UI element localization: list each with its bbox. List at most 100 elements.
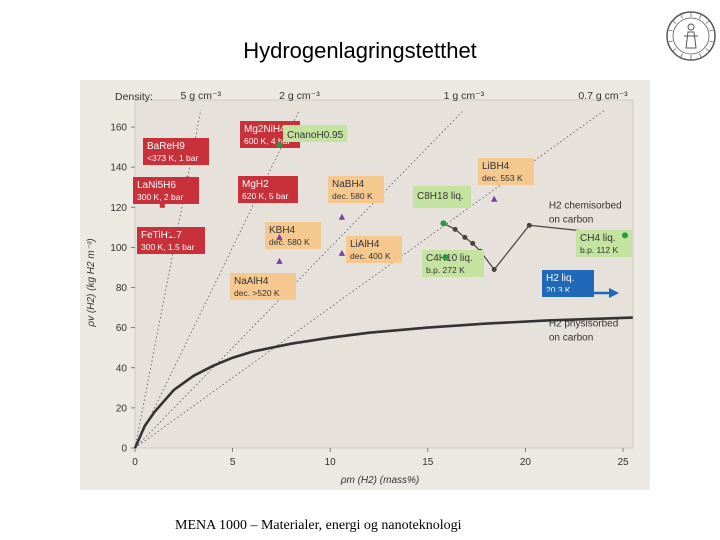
material-condition: 20.3 K [546, 285, 571, 295]
material-condition: b.p. 272 K [426, 265, 465, 275]
material-marker [338, 249, 346, 256]
material-name: FeTiH1.7 [141, 230, 182, 241]
material-name: LaNi5H6 [137, 180, 176, 191]
material-box [265, 222, 321, 249]
material-condition: 300 K, 2 bar [137, 192, 183, 202]
material-condition: 600 K, 4 bar [244, 136, 290, 146]
material-name: MgH2 [242, 179, 269, 190]
chemisorbed-point [462, 234, 468, 240]
material-condition: b.p. 112 K [580, 245, 618, 255]
x-tick-label: 5 [230, 457, 236, 468]
material-name: BaReH9 [147, 141, 185, 152]
y-tick-label: 60 [116, 323, 128, 334]
material-condition: dec. 400 K [350, 251, 391, 261]
slide-footer: MENA 1000 – Materialer, energi og nanote… [175, 518, 462, 533]
physisorbed-label: on carbon [549, 333, 593, 344]
material-name: CH4 liq. [580, 233, 616, 244]
h2-liquid-arrow-head [609, 288, 619, 298]
material-cnanoh: CnanoH0.95 [276, 125, 347, 149]
material-name: NaAlH4 [234, 276, 269, 287]
y-tick-label: 80 [116, 283, 128, 294]
density-line-label: 2 g cm⁻³ [279, 90, 320, 102]
x-tick-label: 10 [325, 457, 337, 468]
y-tick-label: 120 [110, 203, 127, 214]
material-marker [440, 220, 447, 227]
density-line-label: 0.7 g cm⁻³ [578, 90, 628, 102]
material-name: Mg2NiH4 [244, 124, 286, 135]
slide-title: Hydrogenlagringstetthet [243, 38, 477, 63]
material-marker [280, 176, 286, 182]
chemisorbed-point [526, 222, 532, 228]
y-tick-label: 40 [116, 363, 128, 374]
material-box [238, 176, 298, 203]
density-label: Density: [115, 91, 153, 103]
material-name: LiBH4 [482, 161, 510, 172]
chemisorbed-point [470, 240, 476, 246]
x-tick-label: 15 [422, 457, 434, 468]
y-tick-label: 160 [110, 123, 127, 134]
material-name: H2 liq. [546, 273, 574, 284]
material-box [478, 158, 534, 185]
density-line [134, 109, 202, 449]
material-box [413, 186, 471, 208]
physisorbed-label: H2 physisorbed [549, 319, 618, 330]
material-box [230, 273, 296, 300]
x-tick-label: 0 [132, 457, 138, 468]
density-line [134, 109, 300, 449]
material-box [328, 176, 384, 203]
density-line-label: 5 g cm⁻³ [180, 90, 221, 102]
material-name: C4H10 liq. [426, 253, 473, 264]
material-marker [442, 254, 449, 261]
chemisorbed-label: H2 chemisorbed [549, 200, 622, 211]
material-c4h10: C4H10 liq.b.p. 272 K [422, 250, 484, 277]
hydrogen-density-chart: 0 20 40 60 80 100 120 140 160 0 5 10 15 20 25 ρm (H2) (… [80, 80, 650, 490]
y-tick-label: 100 [110, 243, 127, 254]
material-box [346, 236, 402, 263]
material-marker [159, 202, 165, 208]
material-box [143, 138, 209, 165]
material-condition: 300 K, 1.5 bar [141, 242, 195, 252]
physisorbed-curve [133, 316, 633, 449]
material-condition: dec. >520 K [234, 288, 280, 298]
y-tick-label: 140 [110, 163, 127, 174]
material-ba-reh9: BaReH9<373 K, 1 bar [143, 138, 209, 182]
material-condition: 620 K, 5 bar [242, 191, 288, 201]
material-marker [276, 257, 283, 264]
material-name: LiAlH4 [350, 239, 380, 250]
density-line-label: 1 g cm⁻³ [444, 90, 485, 102]
material-marker [276, 233, 283, 240]
y-tick-label: 20 [116, 403, 128, 414]
material-marker [202, 138, 208, 144]
material-name: NaBH4 [332, 179, 365, 190]
y-tick-label: 0 [121, 444, 127, 455]
material-condition: dec. 553 K [482, 173, 523, 183]
material-marker [338, 213, 346, 220]
y-axis-label: ρv (H2) (kg H2 m⁻³) [86, 238, 97, 327]
material-condition: <373 K, 1 bar [147, 153, 198, 163]
x-axis-label: ρm (H2) (mass%) [340, 475, 420, 486]
material-ch4: CH4 liq.b.p. 112 K [576, 230, 632, 257]
university-seal-icon [666, 11, 716, 61]
material-box [133, 177, 199, 204]
x-tick-label: 25 [617, 457, 629, 468]
x-tick-label: 20 [520, 457, 532, 468]
density-line [134, 109, 465, 449]
material-c8h18: C8H18 liq. [413, 186, 471, 227]
chemisorbed-label: on carbon [549, 214, 593, 225]
material-marker [490, 195, 498, 202]
material-box [422, 250, 484, 277]
chemisorbed-point [452, 226, 458, 232]
material-marker [169, 230, 175, 236]
material-name: C8H18 liq. [417, 191, 464, 202]
density-line [134, 109, 606, 449]
material-condition: dec. 580 K [332, 191, 373, 201]
material-name: KBH4 [269, 225, 296, 236]
